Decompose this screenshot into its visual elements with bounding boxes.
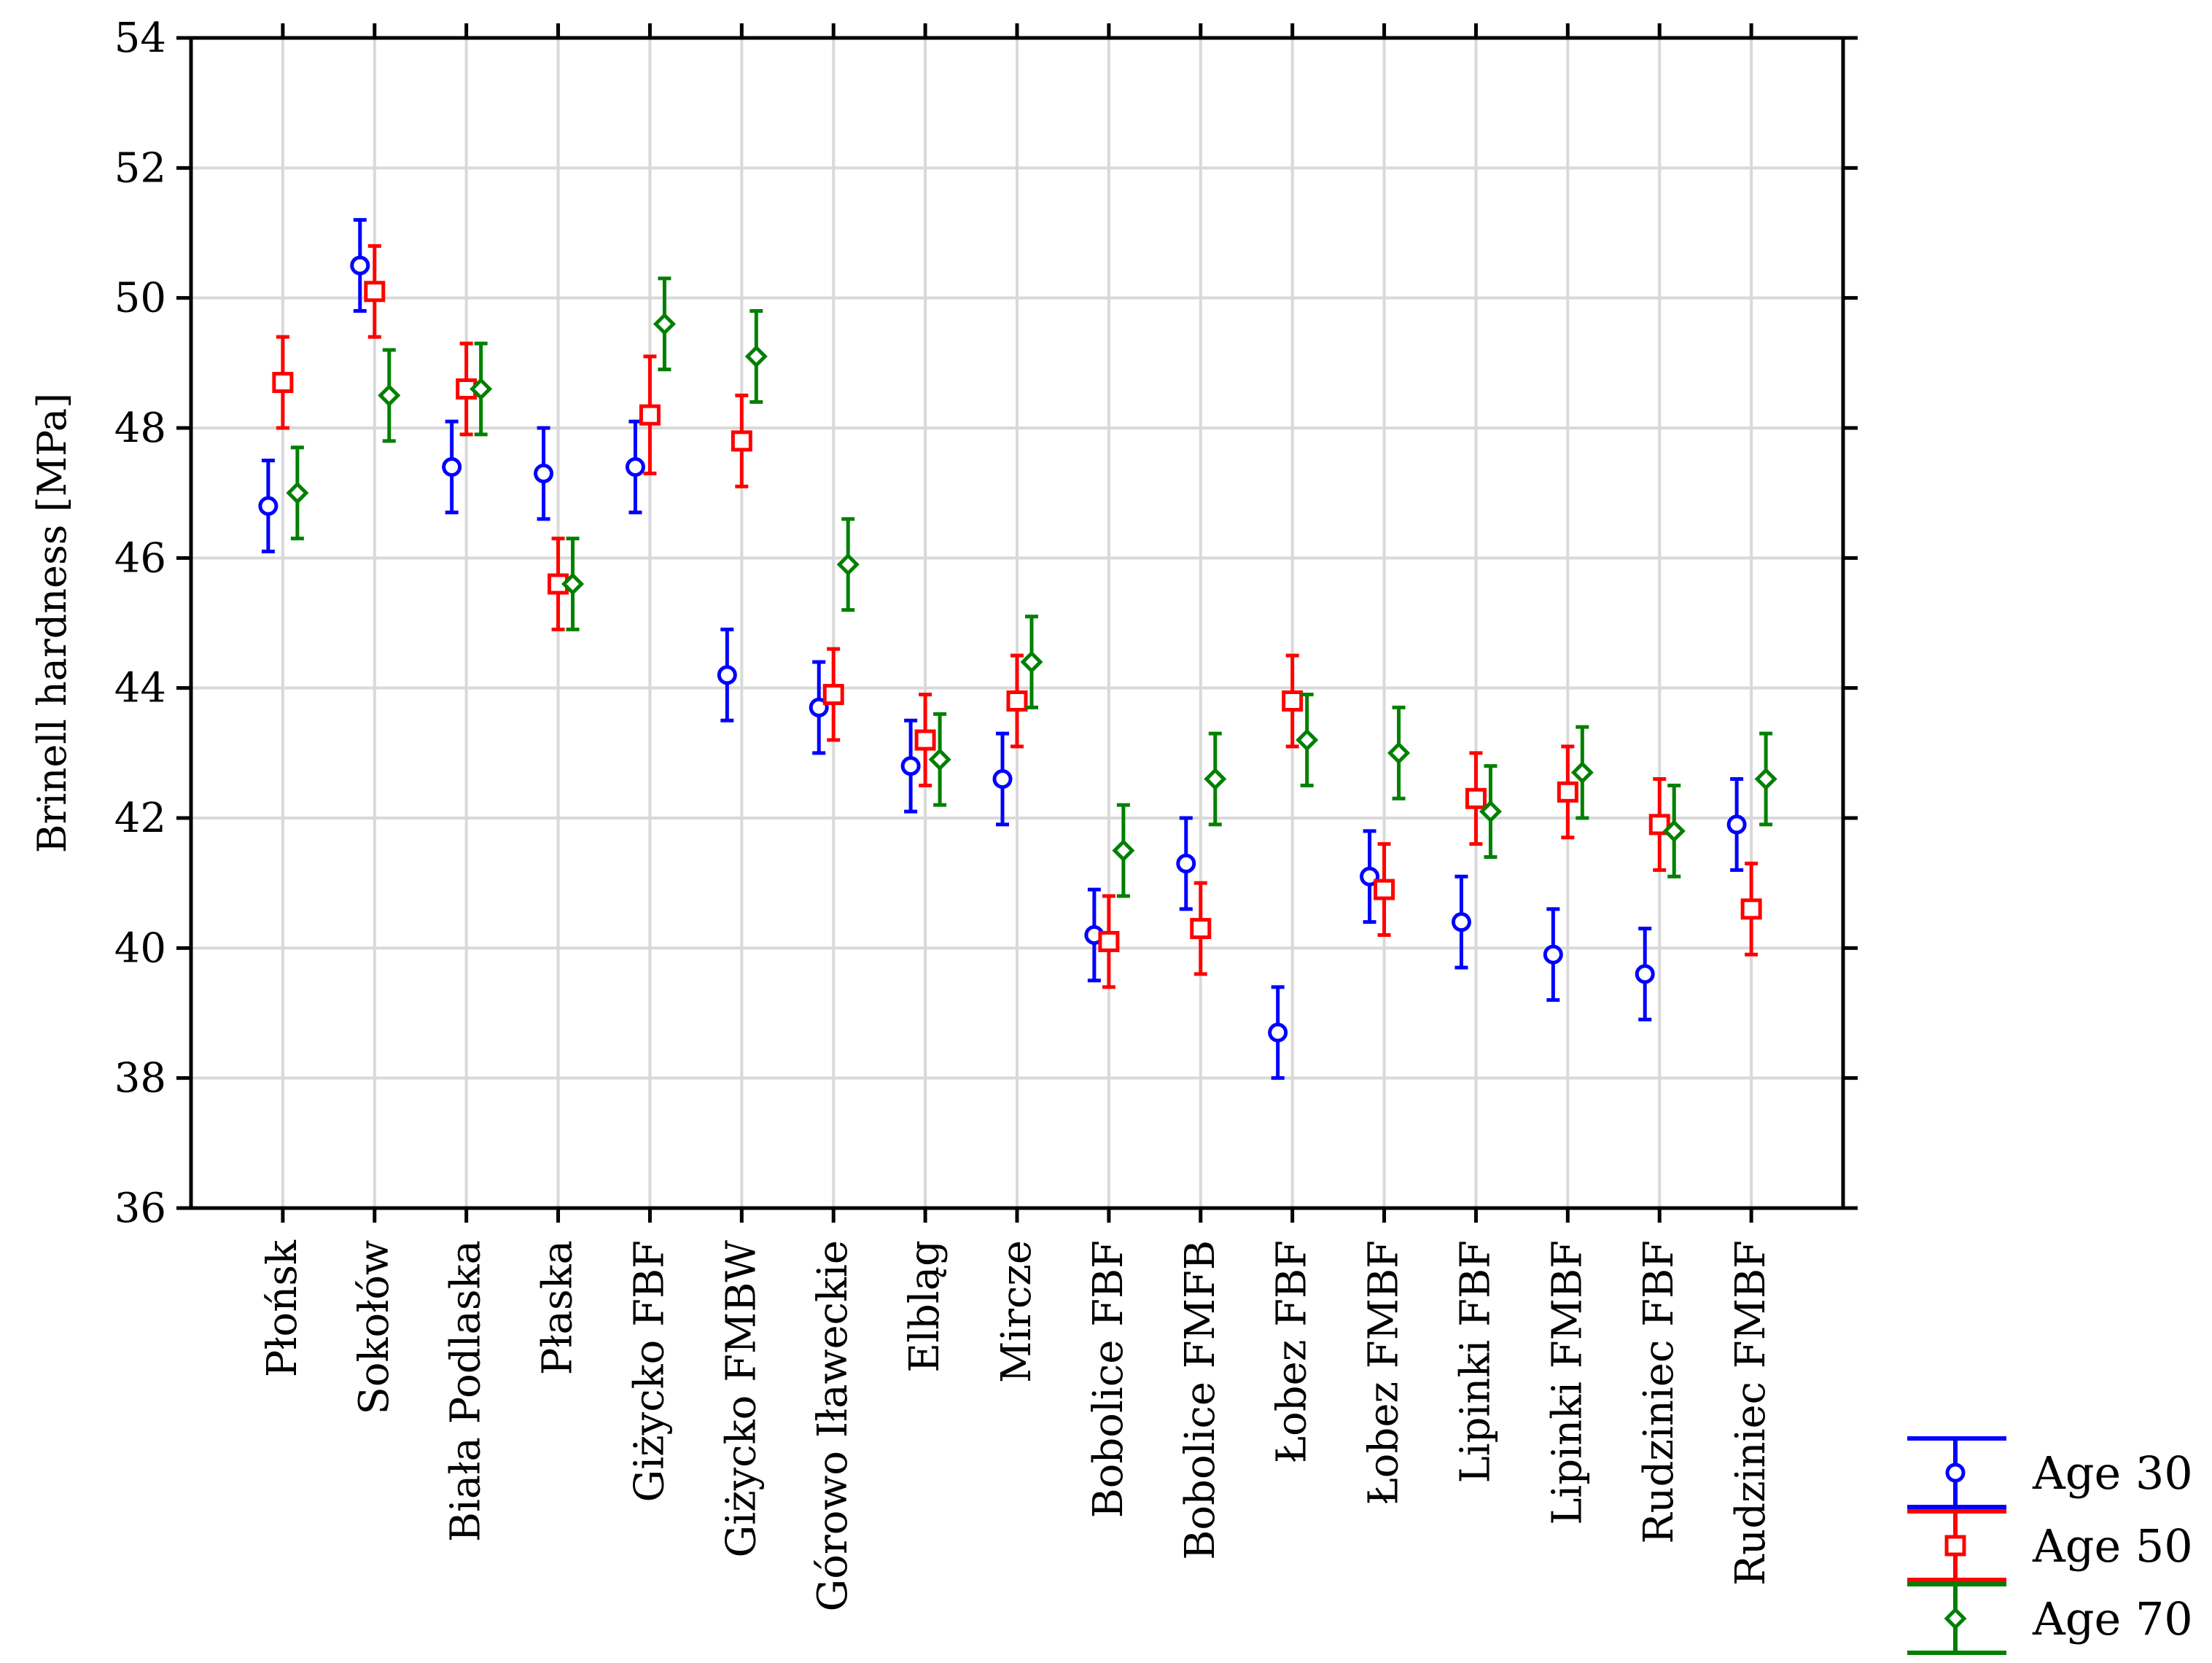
x-category-label: Płaska — [534, 1240, 582, 1375]
x-category-label: Bobolice FMFB — [1177, 1240, 1224, 1560]
legend-marker — [1945, 1463, 1966, 1483]
series-age-50 — [272, 244, 1762, 989]
x-category-label: Giżycko FBF — [626, 1240, 673, 1502]
x-category-label: Płońsk — [259, 1239, 306, 1377]
y-tick-label: 48 — [114, 405, 166, 452]
data-point — [1268, 1022, 1288, 1043]
data-point — [717, 665, 737, 685]
data-point — [1296, 728, 1319, 752]
data-point — [378, 383, 401, 407]
series-age-70 — [286, 276, 1777, 898]
data-point — [744, 345, 768, 368]
data-point — [258, 496, 279, 516]
data-point — [1374, 879, 1395, 900]
x-category-label: Lipinki FBF — [1452, 1240, 1499, 1483]
data-point — [1557, 781, 1578, 803]
x-category-label: Rudziniec FMBF — [1727, 1240, 1775, 1586]
data-point — [534, 463, 554, 483]
data-point — [1754, 767, 1777, 791]
series-marks — [258, 218, 1777, 1080]
data-point — [1570, 761, 1594, 784]
data-point — [639, 404, 661, 426]
data-point — [272, 372, 294, 394]
data-point — [456, 378, 478, 400]
legend-label: Age 50 — [2032, 1519, 2193, 1573]
data-point — [822, 684, 844, 706]
data-point — [1635, 964, 1655, 984]
y-tick-label: 46 — [114, 534, 166, 582]
series-age-30 — [258, 218, 1747, 1080]
x-category-label: Giżycko FMBW — [717, 1240, 765, 1558]
data-point — [1479, 800, 1502, 823]
legend: Age 30 Age 50 Age 70 — [1907, 1436, 2193, 1655]
y-tick-label: 50 — [114, 275, 166, 322]
data-point — [1740, 898, 1762, 920]
x-category-label: Sokołów — [351, 1240, 398, 1415]
legend-label: Age 70 — [2032, 1592, 2193, 1646]
data-point — [1726, 814, 1747, 835]
data-point — [442, 457, 462, 477]
x-category-label: Rudziniec FBF — [1635, 1240, 1683, 1544]
x-category-label: Lipinki FMBF — [1543, 1240, 1591, 1525]
x-category-label: Elbląg — [901, 1240, 949, 1373]
data-point — [914, 729, 936, 751]
data-point — [1006, 690, 1028, 712]
data-point — [286, 481, 309, 505]
data-point — [350, 255, 370, 276]
legend-marker — [1944, 1607, 1967, 1630]
data-point — [1282, 690, 1304, 712]
y-tick-label: 42 — [114, 795, 166, 842]
y-axis-title: Brinell hardness [MPa] — [29, 393, 75, 853]
data-point — [1543, 944, 1563, 965]
data-point — [1204, 767, 1227, 791]
data-point — [561, 572, 585, 596]
y-tick-label: 38 — [114, 1055, 166, 1102]
x-category-label: Biała Podlaska — [443, 1240, 490, 1542]
data-point — [1662, 819, 1686, 843]
data-point — [928, 748, 951, 771]
axes: 36 38 40 42 44 46 48 50 52 54 Płońsk Sokołów Biała P… — [114, 15, 1858, 1611]
legend-marker — [1944, 1535, 1966, 1557]
grid-lines — [191, 36, 1843, 1210]
data-point — [1112, 839, 1135, 862]
data-point — [364, 281, 386, 303]
data-point — [1176, 853, 1196, 873]
data-point — [625, 457, 645, 477]
y-tick-label: 54 — [114, 15, 166, 62]
data-point — [1020, 650, 1043, 674]
x-category-label: Bobolice FBF — [1085, 1240, 1132, 1518]
data-point — [836, 553, 860, 576]
y-tick-label: 44 — [114, 665, 166, 712]
data-point — [731, 430, 752, 452]
data-point — [1387, 741, 1411, 765]
x-category-label: Mircze — [993, 1240, 1040, 1383]
y-tick-label: 40 — [114, 924, 166, 972]
y-tick-label: 36 — [114, 1185, 166, 1232]
y-tick-label: 52 — [114, 144, 166, 192]
data-point — [992, 769, 1013, 789]
legend-label: Age 30 — [2032, 1446, 2193, 1500]
data-point — [1465, 787, 1487, 809]
x-category-label: Łobez FMBF — [1360, 1240, 1408, 1506]
data-point — [470, 377, 493, 401]
x-category-label: Łobez FBF — [1269, 1240, 1316, 1463]
data-point — [653, 312, 676, 335]
data-point — [1451, 912, 1471, 932]
data-point — [1098, 930, 1120, 952]
x-category-label: Górowo Iławeckie — [809, 1240, 857, 1611]
data-point — [900, 756, 921, 776]
data-point — [1190, 918, 1212, 940]
